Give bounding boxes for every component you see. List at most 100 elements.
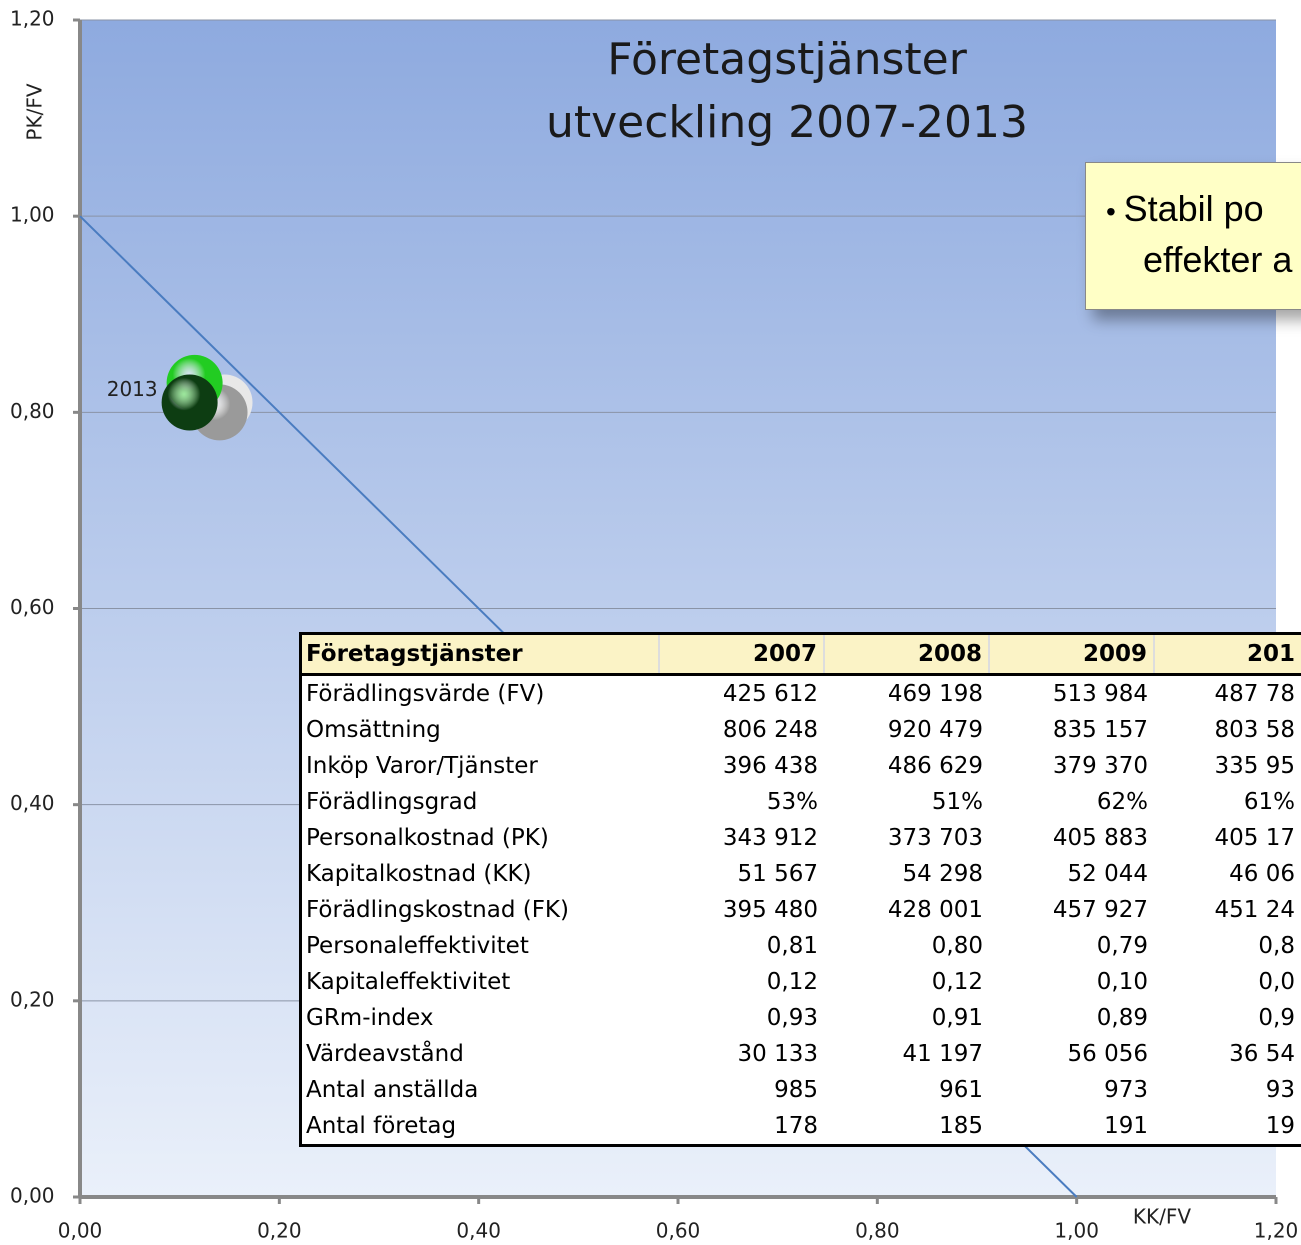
table-cell: 973	[989, 1072, 1154, 1108]
y-tick-label: 0,40	[10, 791, 55, 815]
table-cell: 61%	[1154, 784, 1301, 820]
table-cell: 46 06	[1154, 856, 1301, 892]
note-line: effekter a	[1106, 236, 1301, 284]
table-cell: 0,9	[1154, 1000, 1301, 1036]
table-cell: 53%	[659, 784, 824, 820]
table-cell: 487 78	[1154, 675, 1301, 713]
point-label: 2013	[107, 377, 158, 401]
table-cell: 513 984	[989, 675, 1154, 713]
table-cell: 428 001	[824, 892, 989, 928]
table-cell: 185	[824, 1108, 989, 1144]
table-cell: 835 157	[989, 712, 1154, 748]
x-axis-label: KK/FV	[1133, 1205, 1191, 1229]
table-cell: 52 044	[989, 856, 1154, 892]
table-cell: 0,0	[1154, 964, 1301, 1000]
x-tick-label: 1,20	[1254, 1219, 1299, 1243]
bubble	[162, 375, 218, 431]
table-cell: 469 198	[824, 675, 989, 713]
y-tick-label: 1,00	[10, 203, 55, 227]
table-cell: 36 54	[1154, 1036, 1301, 1072]
table-cell: 0,80	[824, 928, 989, 964]
note-text: effekter a	[1143, 239, 1292, 280]
y-tick-label: 0,20	[10, 987, 55, 1011]
table-cell: Antal anställda	[302, 1072, 659, 1108]
table-cell: 457 927	[989, 892, 1154, 928]
table-cell: 41 197	[824, 1036, 989, 1072]
header-cell: 2008	[824, 635, 989, 675]
table-cell: Personaleffektivitet	[302, 928, 659, 964]
table-cell: 0,93	[659, 1000, 824, 1036]
x-tick-label: 0,20	[257, 1219, 302, 1243]
table-cell: 425 612	[659, 675, 824, 713]
table-cell: 30 133	[659, 1036, 824, 1072]
table-cell: Förädlingsgrad	[302, 784, 659, 820]
table-cell: 373 703	[824, 820, 989, 856]
x-tick-label: 0,40	[456, 1219, 501, 1243]
table-cell: 395 480	[659, 892, 824, 928]
table-cell: 920 479	[824, 712, 989, 748]
table-cell: Personalkostnad (PK)	[302, 820, 659, 856]
table-cell: 62%	[989, 784, 1154, 820]
table-cell: Förädlingsvärde (FV)	[302, 675, 659, 713]
table-cell: Kapitaleffektivitet	[302, 964, 659, 1000]
table-cell: 0,12	[824, 964, 989, 1000]
y-axis-label: PK/FV	[23, 83, 47, 140]
x-tick-label: 0,80	[855, 1219, 900, 1243]
table-cell: 178	[659, 1108, 824, 1144]
table-cell: 343 912	[659, 820, 824, 856]
x-tick-label: 0,00	[58, 1219, 103, 1243]
table-cell: 0,81	[659, 928, 824, 964]
table-cell: Inköp Varor/Tjänster	[302, 748, 659, 784]
table-cell: Värdeavstånd	[302, 1036, 659, 1072]
table-cell: 191	[989, 1108, 1154, 1144]
y-tick-label: 0,60	[10, 595, 55, 619]
table-cell: 803 58	[1154, 712, 1301, 748]
table-cell: Förädlingskostnad (FK)	[302, 892, 659, 928]
header-cell: Företagstjänster	[302, 635, 659, 675]
table-cell: GRm-index	[302, 1000, 659, 1036]
table-cell: 51 567	[659, 856, 824, 892]
table-cell: 961	[824, 1072, 989, 1108]
table-cell: 396 438	[659, 748, 824, 784]
chart-title: Företagstjänster utveckling 2007-2013	[527, 28, 1047, 154]
table-cell: 405 17	[1154, 820, 1301, 856]
header-cell: 2007	[659, 635, 824, 675]
note-line: • Stabil po	[1106, 185, 1301, 236]
table-cell: 0,91	[824, 1000, 989, 1036]
y-tick-label: 1,20	[10, 7, 55, 31]
table-cell: 486 629	[824, 748, 989, 784]
table-cell: 56 056	[989, 1036, 1154, 1072]
table-cell: 405 883	[989, 820, 1154, 856]
table-cell: 93	[1154, 1072, 1301, 1108]
x-tick-label: 0,60	[656, 1219, 701, 1243]
table-cell: 19	[1154, 1108, 1301, 1144]
table-cell: Omsättning	[302, 712, 659, 748]
table-cell: 806 248	[659, 712, 824, 748]
header-cell: 2009	[989, 635, 1154, 675]
table-cell: 0,10	[989, 964, 1154, 1000]
y-tick-label: 0,80	[10, 399, 55, 423]
header-cell: 201	[1154, 635, 1301, 675]
table-cell: 379 370	[989, 748, 1154, 784]
page: 0,000,200,400,600,801,001,200,000,200,40…	[0, 0, 1301, 1245]
x-tick-label: 1,00	[1054, 1219, 1099, 1243]
bullet: •	[1106, 196, 1124, 227]
table-cell: 985	[659, 1072, 824, 1108]
table-cell: 451 24	[1154, 892, 1301, 928]
